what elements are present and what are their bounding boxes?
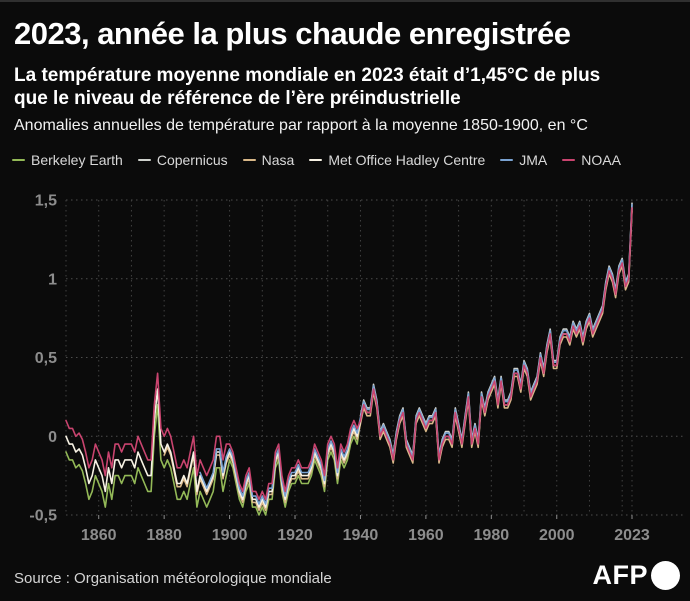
legend-item-met-office-hadley-centre: Met Office Hadley Centre xyxy=(309,152,485,168)
x-axis-tick-label: 2023 xyxy=(614,527,650,544)
afp-logo-text: AFP xyxy=(592,560,648,590)
legend-label: Berkeley Earth xyxy=(31,152,123,168)
subtitle: La température moyenne mondiale en 2023 … xyxy=(14,64,674,110)
subtitle-line-2: que le niveau de référence de l’ère préi… xyxy=(14,88,461,109)
afp-logo: AFP xyxy=(592,560,680,591)
y-axis-tick-label: 1,5 xyxy=(35,193,57,210)
source-credit: Source : Organisation météorologique mon… xyxy=(14,570,332,587)
x-axis-tick-label: 1880 xyxy=(146,527,182,544)
legend-label: JMA xyxy=(519,152,548,168)
page-title: 2023, année la plus chaude enregistrée xyxy=(14,16,571,51)
y-axis-tick-label: -0,5 xyxy=(29,508,57,525)
legend-item-noaa: NOAA xyxy=(562,152,621,168)
series-line-noaa xyxy=(65,207,633,501)
afp-globe-icon xyxy=(651,561,680,590)
legend-swatch-icon xyxy=(500,159,514,161)
series-line-jma xyxy=(199,203,633,505)
legend-item-jma: JMA xyxy=(500,152,547,168)
x-axis-tick-label: 1940 xyxy=(343,527,379,544)
legend-label: Met Office Hadley Centre xyxy=(328,152,486,168)
legend-swatch-icon xyxy=(137,159,151,161)
legend-swatch-icon xyxy=(242,159,256,161)
x-axis-tick-label: 1900 xyxy=(212,527,248,544)
legend: Berkeley Earth Copernicus Nasa Met Office H… xyxy=(12,152,684,168)
x-axis-tick-label: 2000 xyxy=(539,527,575,544)
legend-swatch-icon xyxy=(562,159,576,161)
legend-swatch-icon xyxy=(12,159,25,161)
x-axis-tick-label: 1860 xyxy=(81,527,117,544)
legend-item-nasa: Nasa xyxy=(242,152,295,168)
chart-description: Anomalies annuelles de température par r… xyxy=(14,117,588,134)
legend-label: Nasa xyxy=(261,152,295,168)
x-axis-tick-label: 1980 xyxy=(474,527,510,544)
legend-label: Copernicus xyxy=(156,152,228,168)
y-axis-tick-label: 1 xyxy=(48,271,57,288)
y-axis-tick-label: 0 xyxy=(48,429,57,446)
y-axis-tick-label: 0,5 xyxy=(35,350,57,367)
legend-item-copernicus: Copernicus xyxy=(137,152,228,168)
x-axis-tick-label: 1960 xyxy=(408,527,444,544)
legend-item-berkeley-earth: Berkeley Earth xyxy=(12,152,123,168)
subtitle-line-1: La température moyenne mondiale en 2023 … xyxy=(14,65,601,86)
legend-swatch-icon xyxy=(309,159,323,161)
x-axis-tick-label: 1920 xyxy=(277,527,313,544)
legend-label: NOAA xyxy=(581,152,621,168)
